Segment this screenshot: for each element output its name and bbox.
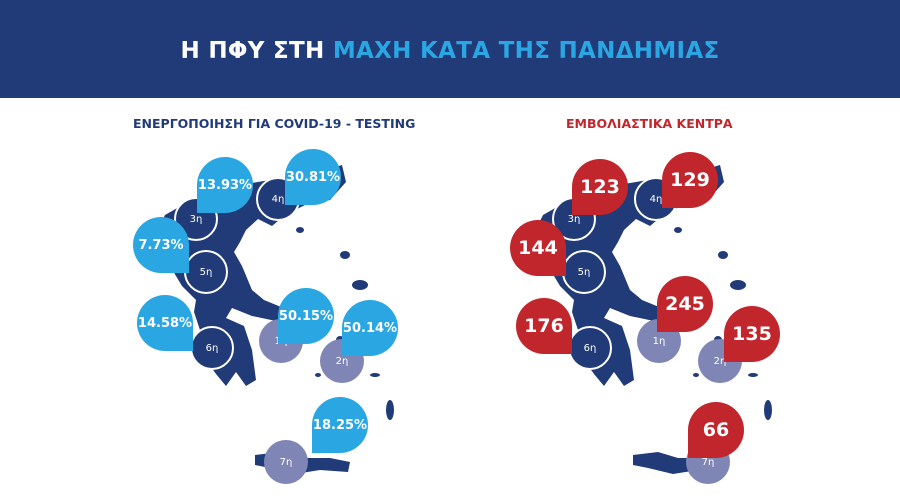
region-6: 6η xyxy=(568,326,612,370)
pin-region-1: 50.15% xyxy=(278,288,334,344)
pin-region-7: 18.25% xyxy=(312,397,368,453)
pin-region-6: 176 xyxy=(516,298,572,354)
pin-region-3: 13.93% xyxy=(197,157,253,213)
title-accent: ΜΑΧΗ ΚΑΤΑ ΤΗΣ ΠΑΝΔΗΜΙΑΣ xyxy=(332,38,720,64)
page-title: Η ΠΦΥ ΣΤΗ ΜΑΧΗ ΚΑΤΑ ΤΗΣ ΠΑΝΔΗΜΙΑΣ xyxy=(180,38,719,64)
region-5: 5η xyxy=(562,250,606,294)
pin-region-2: 135 xyxy=(724,306,780,362)
testing-title: ΕΝΕΡΓΟΠΟΙΗΣΗ ΓΙΑ COVID-19 - TESTING xyxy=(133,116,416,131)
pin-region-7: 66 xyxy=(688,402,744,458)
region-5: 5η xyxy=(184,250,228,294)
pin-region-5: 144 xyxy=(510,220,566,276)
region-7: 7η xyxy=(264,440,308,484)
vaccination-centers-title: ΕΜΒΟΛΙΑΣΤΙΚΑ ΚΕΝΤΡΑ xyxy=(566,116,733,131)
pin-region-2: 50.14% xyxy=(342,300,398,356)
pin-region-4: 129 xyxy=(662,152,718,208)
header-banner: Η ΠΦΥ ΣΤΗ ΜΑΧΗ ΚΑΤΑ ΤΗΣ ΠΑΝΔΗΜΙΑΣ xyxy=(0,0,900,98)
pin-region-4: 30.81% xyxy=(285,149,341,205)
title-white: Η ΠΦΥ ΣΤΗ xyxy=(180,38,325,64)
region-6: 6η xyxy=(190,326,234,370)
pin-region-3: 123 xyxy=(572,159,628,215)
pin-region-6: 14.58% xyxy=(137,295,193,351)
pin-region-5: 7.73% xyxy=(133,217,189,273)
pin-region-1: 245 xyxy=(657,276,713,332)
